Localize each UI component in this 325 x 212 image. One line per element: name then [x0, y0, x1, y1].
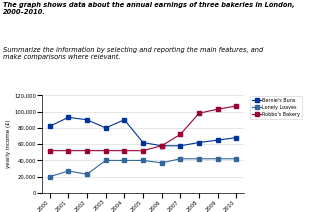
Bernie's Buns [234, 136, 238, 139]
Lonely Loaves [160, 162, 163, 164]
Bernie's Buns [66, 116, 70, 119]
Bernie's Buns [104, 127, 108, 129]
Robbo's Bakery [66, 149, 70, 152]
Text: Summarize the information by selecting and reporting the main features, and
make: Summarize the information by selecting a… [3, 47, 264, 60]
Robbo's Bakery [85, 149, 89, 152]
Robbo's Bakery [197, 112, 201, 114]
Lonely Loaves [66, 170, 70, 172]
Bernie's Buns [141, 141, 145, 144]
Lonely Loaves [178, 158, 182, 160]
Lonely Loaves [104, 159, 108, 162]
Lonely Loaves [48, 175, 52, 178]
Lonely Loaves [234, 158, 238, 160]
Bernie's Buns [48, 125, 52, 128]
Robbo's Bakery [160, 145, 163, 147]
Bernie's Buns [216, 139, 220, 141]
Lonely Loaves [216, 158, 220, 160]
Line: Lonely Loaves: Lonely Loaves [48, 157, 238, 179]
Text: The graph shows data about the annual earnings of three bakeries in London,
2000: The graph shows data about the annual ea… [3, 2, 295, 15]
Bernie's Buns [85, 119, 89, 121]
Robbo's Bakery [141, 149, 145, 152]
Robbo's Bakery [48, 149, 52, 152]
Line: Robbo's Bakery: Robbo's Bakery [48, 104, 238, 152]
Lonely Loaves [141, 159, 145, 162]
Y-axis label: yearly income (£): yearly income (£) [6, 120, 11, 169]
Lonely Loaves [123, 159, 126, 162]
Bernie's Buns [178, 145, 182, 147]
Robbo's Bakery [123, 149, 126, 152]
Bernie's Buns [123, 119, 126, 121]
Legend: Bernie's Buns, Lonely Loaves, Robbo's Bakery: Bernie's Buns, Lonely Loaves, Robbo's Ba… [250, 96, 302, 119]
Lonely Loaves [197, 158, 201, 160]
Bernie's Buns [197, 141, 201, 144]
Robbo's Bakery [234, 105, 238, 107]
Robbo's Bakery [216, 108, 220, 110]
Line: Bernie's Buns: Bernie's Buns [48, 116, 238, 148]
Robbo's Bakery [104, 149, 108, 152]
Robbo's Bakery [178, 133, 182, 136]
Lonely Loaves [85, 173, 89, 176]
Bernie's Buns [160, 145, 163, 147]
